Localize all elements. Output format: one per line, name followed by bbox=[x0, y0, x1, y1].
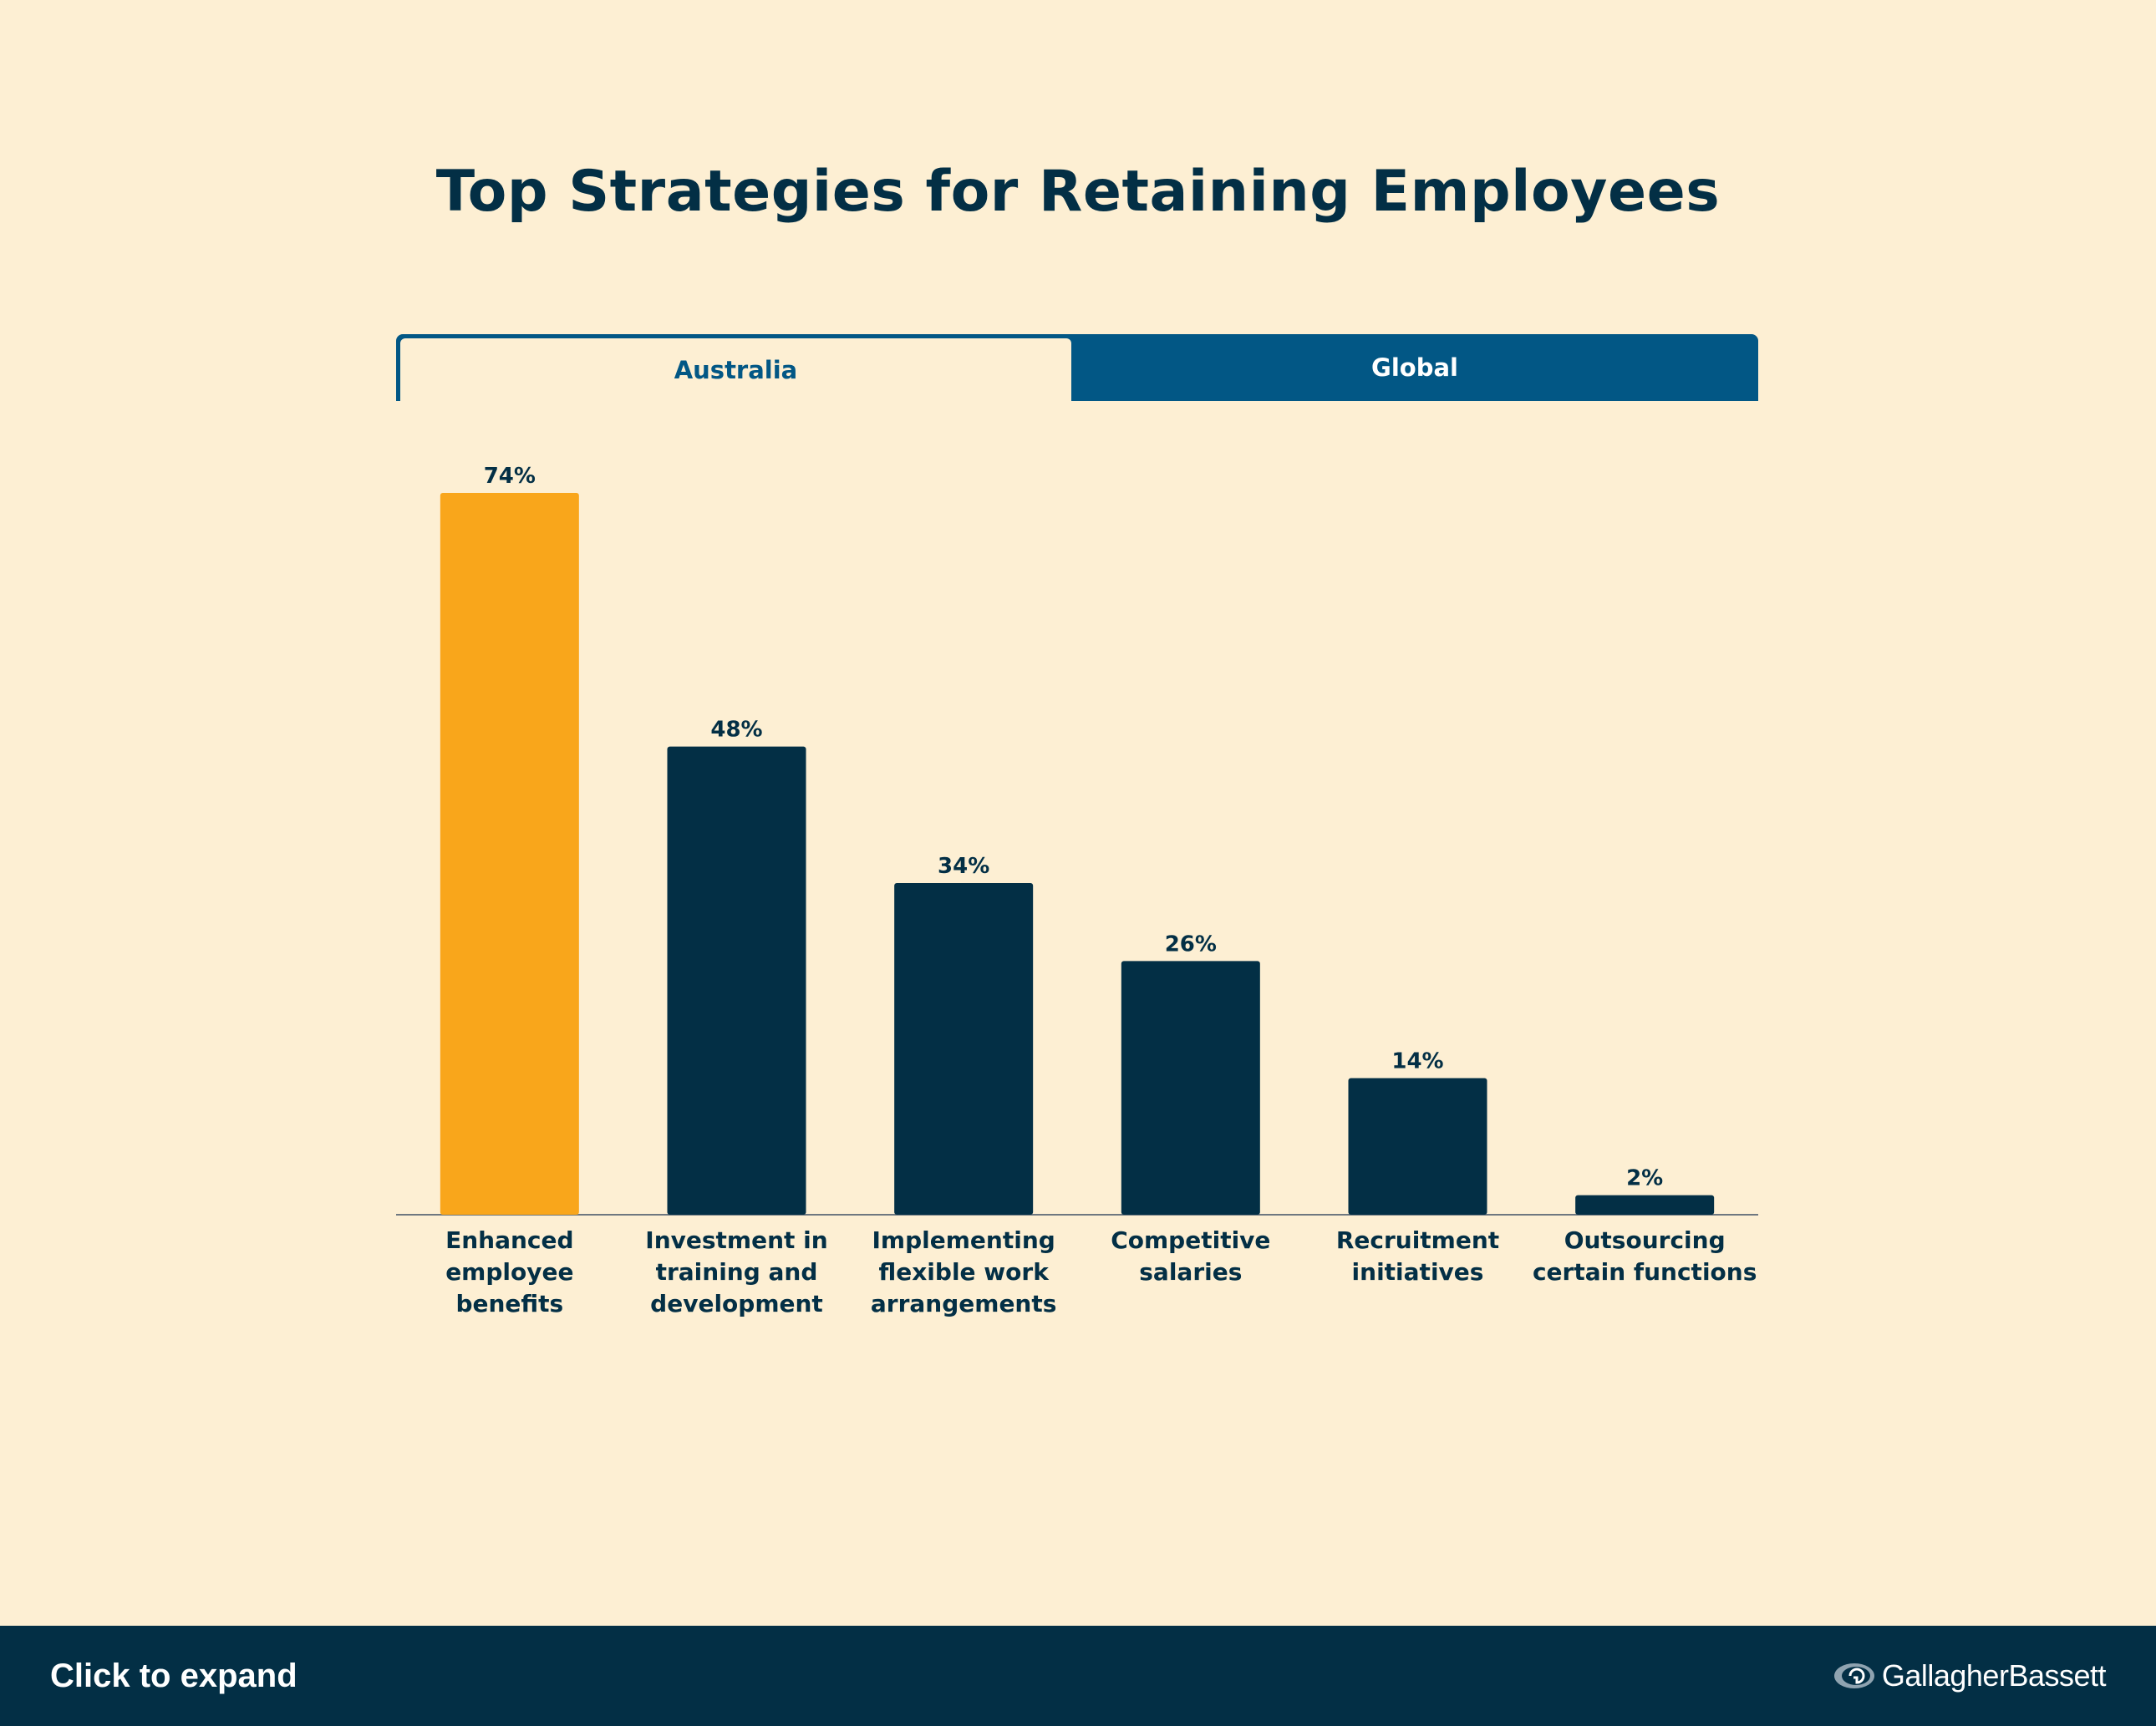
region-tabs: Australia Global bbox=[396, 334, 1758, 401]
company-logo: GallagherBassett bbox=[1833, 1626, 2107, 1726]
bar-value-label-3: 26% bbox=[1165, 932, 1217, 957]
bar-value-label-5: 2% bbox=[1626, 1166, 1663, 1191]
bar-value-label-4: 14% bbox=[1391, 1049, 1443, 1074]
bar-value-label-2: 34% bbox=[938, 854, 989, 879]
expand-button[interactable]: Click to expand bbox=[50, 1657, 297, 1694]
footer-bar: Click to expand GallagherBassett bbox=[0, 1626, 2156, 1726]
category-label-5: Outsourcing certain functions bbox=[1533, 1226, 1757, 1286]
logo-globe-icon bbox=[1833, 1663, 1874, 1688]
bar-5[interactable] bbox=[1575, 1195, 1715, 1215]
tab-australia[interactable]: Australia bbox=[400, 338, 1071, 401]
category-label-1: Investment in training and development bbox=[645, 1226, 827, 1317]
chart-title: Top Strategies for Retaining Employees bbox=[435, 159, 1721, 225]
category-label-3: Competitive salaries bbox=[1111, 1226, 1270, 1286]
bar-1[interactable] bbox=[667, 746, 806, 1215]
tab-global[interactable]: Global bbox=[1371, 353, 1458, 382]
bar-value-label-1: 48% bbox=[710, 718, 762, 743]
category-label-2: Implementing flexible work arrangements bbox=[871, 1226, 1057, 1317]
category-label-4: Recruitment initiatives bbox=[1336, 1226, 1499, 1286]
category-label-0: Enhanced employee benefits bbox=[445, 1226, 573, 1317]
bar-chart: 74% Enhanced employee benefits 48% Investment… bbox=[396, 464, 1758, 1317]
bar-0[interactable] bbox=[440, 493, 579, 1215]
bar-4[interactable] bbox=[1348, 1078, 1487, 1215]
logo-text: GallagherBassett bbox=[1881, 1658, 2107, 1693]
bar-2[interactable] bbox=[894, 883, 1034, 1215]
bar-value-label-0: 74% bbox=[484, 464, 536, 489]
bar-3[interactable] bbox=[1121, 961, 1260, 1215]
